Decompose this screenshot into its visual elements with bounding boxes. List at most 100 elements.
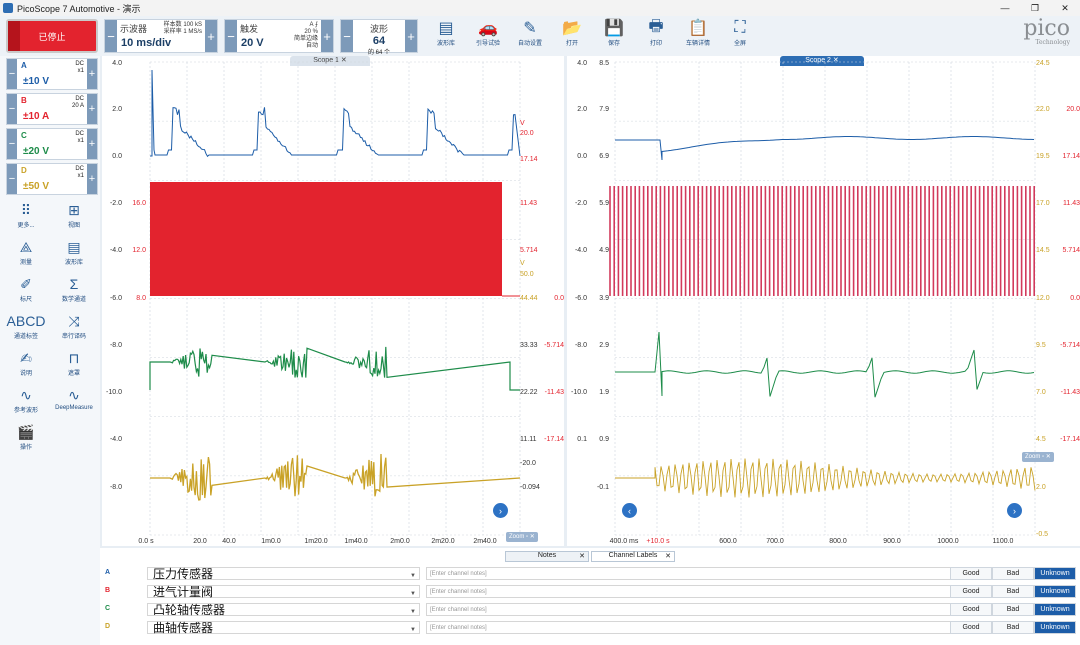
channel-plus-button[interactable]: + (87, 129, 97, 159)
trigger-plus-button[interactable]: + (321, 20, 333, 52)
channel-label-select[interactable]: 压力传感器 (147, 567, 420, 580)
toolbar-button-2[interactable]: ✎ 自动设置 (510, 18, 550, 54)
scope1-panel[interactable] (102, 56, 564, 546)
tool-0[interactable]: ⠿ 更多... (2, 202, 50, 229)
channel-label-select[interactable]: 凸轮轴传感器 (147, 603, 420, 616)
timebase-minus-button[interactable]: − (105, 20, 117, 52)
tool-9[interactable]: ⊓ 遮罩 (50, 350, 98, 377)
tool-8[interactable]: ✍ 说明 (2, 350, 50, 377)
channel-plus-button[interactable]: + (87, 94, 97, 124)
waveform-control[interactable]: − 波形 64 的 64 个 + (340, 19, 418, 53)
tool-label: 操作 (2, 442, 50, 451)
tool-label: 波形库 (50, 257, 98, 266)
toolbar-button-5[interactable]: 🖶 打印 (636, 18, 676, 54)
print-icon: 🖶 (636, 18, 676, 38)
channel-label-row: C凸轮轴传感器[Enter channel notes]GoodBadUnkno… (100, 602, 1080, 618)
tool-5[interactable]: Σ 数学通道 (50, 276, 98, 303)
channel-coupling: DC x1 (75, 131, 84, 145)
unknown-button[interactable]: Unknown (1034, 567, 1076, 580)
minimize-button[interactable]: — (990, 0, 1020, 16)
scope2-prev-icon[interactable]: ‹ (622, 503, 637, 518)
channel-range: ±10 A (23, 111, 49, 122)
tool-label: 标尺 (2, 294, 50, 303)
timebase-plus-button[interactable]: + (205, 20, 217, 52)
channel-name: B (21, 96, 27, 105)
measure-icon: ⟁ (2, 239, 50, 257)
timebase-control[interactable]: − 示波器 样本数 100 kS 采样率 1 MS/s 10 ms/div + (104, 19, 218, 53)
scope2-tab[interactable]: Scope 2 ✕ (780, 56, 864, 66)
toolbar-button-3[interactable]: 📂 打开 (552, 18, 592, 54)
bad-button[interactable]: Bad (992, 621, 1034, 634)
good-button[interactable]: Good (950, 585, 992, 598)
scope1-zoom-tag[interactable]: Zoom ▫ ✕ (506, 532, 538, 542)
bad-button[interactable]: Bad (992, 603, 1034, 616)
good-button[interactable]: Good (950, 567, 992, 580)
folder-icon: 📂 (552, 18, 592, 38)
channel-label-row: D曲轴传感器[Enter channel notes]GoodBadUnknow… (100, 620, 1080, 636)
tool-7[interactable]: ⤨ 串行译码 (50, 313, 98, 340)
tool-11[interactable]: ∿ DeepMeasure (50, 387, 98, 411)
channel-range: ±50 V (23, 181, 49, 192)
channel-minus-button[interactable]: − (7, 59, 17, 89)
channel-B-box[interactable]: − B DC 20 A ±10 A + (6, 93, 98, 125)
tool-10[interactable]: ∿ 参考波形 (2, 387, 50, 414)
good-button[interactable]: Good (950, 603, 992, 616)
tool-4[interactable]: ✐ 标尺 (2, 276, 50, 303)
scope1-tab[interactable]: Scope 1 ✕ (290, 56, 370, 66)
toolbar-button-label: 车辆详情 (678, 38, 718, 47)
trigger-minus-button[interactable]: − (225, 20, 237, 52)
toolbar-button-0[interactable]: ▤ 波形库 (426, 18, 466, 54)
trigger-control[interactable]: − 触发 A ⨍ 20 % 简单边缘 自动 20 V + (224, 19, 334, 53)
bad-button[interactable]: Bad (992, 585, 1034, 598)
channel-minus-button[interactable]: − (7, 94, 17, 124)
library-icon: ▤ (50, 239, 98, 257)
unknown-button[interactable]: Unknown (1034, 585, 1076, 598)
channel-label-select[interactable]: 进气计量阀 (147, 585, 420, 598)
channel-label-select[interactable]: 曲轴传感器 (147, 621, 420, 634)
toolbar-button-7[interactable]: ⛶ 全屏 (720, 18, 760, 54)
channel-A-box[interactable]: − A DC x1 ±10 V + (6, 58, 98, 90)
waveform-plus-button[interactable]: + (405, 20, 417, 52)
scope2-next-icon[interactable]: › (1007, 503, 1022, 518)
scope1-next-icon[interactable]: › (493, 503, 508, 518)
close-button[interactable]: ✕ (1050, 0, 1080, 16)
note-icon: ✍ (2, 350, 50, 368)
scope2-zoom-tag[interactable]: Zoom ▫ ✕ (1022, 452, 1054, 462)
toolbar-button-4[interactable]: 💾 保存 (594, 18, 634, 54)
good-button[interactable]: Good (950, 621, 992, 634)
row-channel: D (105, 623, 110, 630)
tool-3[interactable]: ▤ 波形库 (50, 239, 98, 266)
notes-tab[interactable]: Notes ✕ (505, 551, 589, 562)
stop-button[interactable]: 已停止 (6, 19, 98, 53)
toolbar-button-1[interactable]: 🚗 引导试验 (468, 18, 508, 54)
channel-plus-button[interactable]: + (87, 59, 97, 89)
waveform-minus-button[interactable]: − (341, 20, 353, 52)
row-channel: A (105, 569, 110, 576)
tool-12[interactable]: 🎬 操作 (2, 424, 50, 451)
unknown-button[interactable]: Unknown (1034, 621, 1076, 634)
title-bar: PicoScope 7 Automotive - 演示 — ❐ ✕ (0, 0, 1080, 16)
channel-minus-button[interactable]: − (7, 129, 17, 159)
channel-labels-tab[interactable]: Channel Labels ✕ (591, 551, 675, 562)
bad-button[interactable]: Bad (992, 567, 1034, 580)
timebase-value: 10 ms/div (121, 37, 171, 49)
channel-C-box[interactable]: − C DC x1 ±20 V + (6, 128, 98, 160)
waveform-label: 波形 (356, 22, 402, 35)
toolbar-button-6[interactable]: 📋 车辆详情 (678, 18, 718, 54)
maximize-button[interactable]: ❐ (1020, 0, 1050, 16)
tool-1[interactable]: ⊞ 视图 (50, 202, 98, 229)
window-title: PicoScope 7 Automotive - 演示 (17, 2, 141, 15)
channel-minus-button[interactable]: − (7, 164, 17, 194)
tool-label: 串行译码 (50, 331, 98, 340)
deepmeasure-icon: ∿ (50, 387, 98, 405)
tool-label: 说明 (2, 368, 50, 377)
tool-6[interactable]: ABCD 通道标签 (2, 313, 50, 340)
channel-plus-button[interactable]: + (87, 164, 97, 194)
unknown-button[interactable]: Unknown (1034, 603, 1076, 616)
channel-D-box[interactable]: − D DC x1 ±50 V + (6, 163, 98, 195)
toolbar-button-label: 保存 (594, 38, 634, 47)
scope2-panel[interactable] (567, 56, 1080, 546)
toolbar-button-label: 波形库 (426, 38, 466, 47)
tool-2[interactable]: ⟁ 测量 (2, 239, 50, 266)
row-channel: B (105, 587, 110, 594)
